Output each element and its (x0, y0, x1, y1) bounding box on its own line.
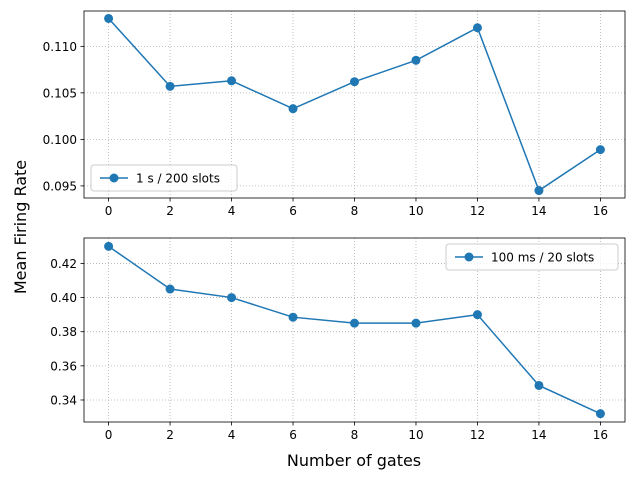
data-point (472, 23, 482, 33)
data-point (165, 284, 175, 294)
x-tick-label: 0 (105, 428, 113, 442)
x-tick-label: 6 (289, 204, 297, 218)
x-tick-label: 12 (470, 428, 485, 442)
legend-box (445, 243, 619, 271)
x-tick-label: 2 (166, 428, 174, 442)
y-tick-label: 0.095 (43, 179, 77, 193)
y-tick-label: 0.105 (43, 86, 77, 100)
y-tick-label: 0.36 (50, 359, 77, 373)
data-point (288, 312, 298, 322)
axes-frame (83, 237, 626, 423)
x-tick-label: 12 (470, 204, 485, 218)
data-point (350, 77, 359, 87)
x-tick-label: 4 (228, 428, 236, 442)
data-point (411, 318, 421, 328)
x-tick-label: 8 (351, 428, 359, 442)
data-point (104, 241, 114, 251)
data-point (595, 409, 605, 419)
data-point (534, 186, 544, 196)
data-point (227, 293, 237, 303)
x-tick-label: 10 (408, 428, 423, 442)
data-point (472, 310, 482, 320)
legend: 1 s / 200 slots (90, 164, 238, 192)
legend-box (90, 164, 238, 192)
data-point (595, 145, 605, 155)
x-tick-label: 14 (531, 204, 546, 218)
bottom-subplot: 0 2 4 6 8 10 12 14 16 0.34 0.36 0.38 0.40 0.42 100 ms … (50, 237, 626, 442)
y-tick-label: 0.40 (50, 291, 77, 305)
data-point (288, 104, 298, 114)
y-tick-label: 0.42 (50, 257, 77, 271)
legend-marker (109, 173, 119, 183)
data-point (350, 318, 359, 328)
x-tick-label: 16 (593, 428, 608, 442)
y-tick-label: 0.34 (50, 393, 77, 407)
x-axis-label: Number of gates (287, 451, 421, 470)
y-tick-label: 0.110 (43, 40, 77, 54)
x-tick-label: 4 (228, 204, 236, 218)
data-point (534, 380, 544, 390)
y-tick-label: 0.38 (50, 325, 77, 339)
x-tick-label: 0 (105, 204, 113, 218)
top-subplot: 0 2 4 6 8 10 12 14 16 0.095 0.100 0.105 0.110 1 s / 2… (43, 10, 626, 218)
x-tick-label: 16 (593, 204, 608, 218)
x-tick-label: 10 (408, 204, 423, 218)
x-tick-label: 2 (166, 204, 174, 218)
x-tick-label: 6 (289, 428, 297, 442)
data-point (165, 81, 175, 91)
legend-label: 1 s / 200 slots (136, 172, 220, 186)
x-tick-label: 8 (351, 204, 359, 218)
data-point (411, 55, 421, 65)
legend: 100 ms / 20 slots (445, 243, 619, 271)
y-tick-label: 0.100 (43, 133, 77, 147)
data-point (104, 13, 114, 23)
legend-label: 100 ms / 20 slots (491, 251, 594, 265)
data-point (227, 76, 237, 86)
y-axis-label: Mean Firing Rate (11, 160, 30, 294)
x-tick-label: 14 (531, 428, 546, 442)
axes-frame (83, 10, 626, 199)
legend-marker (464, 252, 474, 262)
